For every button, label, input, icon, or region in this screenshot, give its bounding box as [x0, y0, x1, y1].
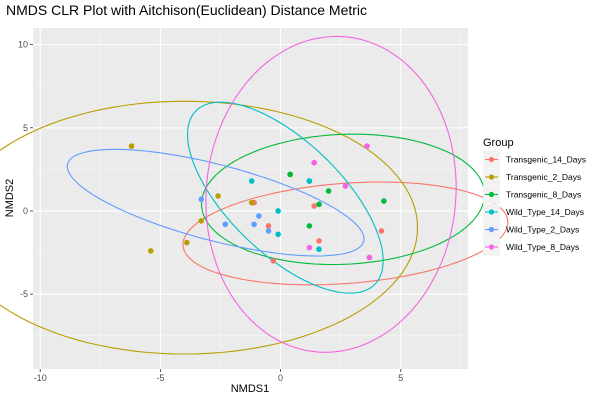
grid-major	[33, 28, 468, 369]
x-tick-label: 5	[398, 373, 403, 383]
point-transgenic-2-days	[215, 193, 221, 199]
ellipse-wild-type-8-days	[205, 35, 457, 353]
point-transgenic-14-days	[378, 228, 385, 234]
x-axis-ticks: -10 -5 0 5	[34, 369, 403, 383]
point-wild-type-14-days	[275, 231, 281, 238]
legend-label-wild-type-14-days: Wild_Type_14_Days	[506, 207, 584, 217]
point-transgenic-14-days	[316, 238, 322, 244]
legend-key-point-transgenic-8-days	[488, 191, 495, 198]
point-transgenic-2-days	[198, 218, 205, 224]
point-wild-type-8-days	[306, 244, 313, 251]
legend-items: Transgenic_14_Days Transgenic_2_Days Trans…	[483, 151, 586, 256]
legend-key-point-wild-type-8-days	[488, 244, 495, 250]
point-wild-type-8-days	[342, 183, 349, 189]
ellipse-transgenic-8-days	[200, 133, 486, 266]
legend-label-wild-type-8-days: Wild_Type_8_Days	[506, 242, 579, 252]
x-tick-label: -5	[156, 373, 164, 383]
legend-label-transgenic-8-days: Transgenic_8_Days	[506, 190, 581, 200]
point-transgenic-14-days	[311, 203, 317, 209]
point-transgenic-8-days	[325, 188, 332, 194]
grid-minor	[33, 28, 468, 369]
legend-key-point-transgenic-2-days	[488, 174, 495, 180]
point-wild-type-14-days	[275, 208, 281, 214]
y-tick-label: 0	[23, 206, 28, 216]
legend: Group Transgenic_14_Days Transgenic_2_Day…	[483, 137, 586, 256]
point-wild-type-2-days	[256, 213, 262, 219]
legend-key-point-transgenic-14-days	[488, 156, 495, 163]
point-transgenic-2-days	[248, 199, 255, 206]
ellipse-wild-type-14-days	[187, 101, 384, 294]
point-transgenic-2-days	[128, 143, 135, 149]
chart-title: NMDS CLR Plot with Aitchison(Euclidean) …	[6, 2, 367, 18]
point-wild-type-2-days	[222, 221, 229, 228]
y-tick-label: -5	[20, 289, 28, 299]
point-transgenic-8-days	[381, 198, 387, 204]
point-wild-type-14-days	[248, 178, 255, 184]
y-axis-label: NMDS2	[4, 179, 16, 218]
point-transgenic-8-days	[316, 201, 322, 208]
legend-key-point-wild-type-2-days	[488, 226, 495, 233]
legend-label-transgenic-14-days: Transgenic_14_Days	[506, 155, 586, 165]
point-wild-type-14-days	[316, 246, 322, 253]
point-wild-type-8-days	[364, 143, 370, 149]
point-transgenic-8-days	[306, 223, 313, 229]
point-wild-type-8-days	[311, 159, 317, 166]
y-axis-ticks: -5 0 5 10	[18, 40, 33, 299]
legend-label-transgenic-2-days: Transgenic_2_Days	[506, 172, 581, 182]
point-transgenic-14-days	[265, 223, 272, 229]
y-tick-label: 10	[18, 40, 28, 50]
data-points	[128, 143, 387, 264]
ellipse-transgenic-14-days	[182, 181, 509, 286]
point-transgenic-2-days	[184, 239, 190, 246]
point-wild-type-2-days	[265, 228, 272, 234]
ellipse-wild-type-2-days	[66, 148, 365, 257]
point-wild-type-14-days	[306, 178, 313, 184]
x-tick-label: -10	[34, 373, 47, 383]
legend-label-wild-type-2-days: Wild_Type_2_Days	[506, 225, 579, 235]
point-wild-type-8-days	[366, 254, 373, 261]
point-wild-type-2-days	[251, 221, 257, 228]
point-transgenic-14-days	[270, 258, 277, 264]
point-transgenic-2-days	[147, 248, 154, 254]
point-transgenic-8-days	[287, 171, 293, 178]
legend-key-point-wild-type-14-days	[488, 209, 495, 215]
legend-title: Group	[483, 137, 514, 149]
x-tick-label: 0	[278, 373, 283, 383]
plot-panel	[33, 28, 468, 369]
x-axis-label: NMDS1	[231, 383, 270, 395]
ellipse-transgenic-2-days	[0, 100, 419, 355]
y-tick-label: 5	[23, 123, 28, 133]
confidence-ellipses	[0, 35, 509, 355]
point-wild-type-2-days	[198, 196, 205, 203]
